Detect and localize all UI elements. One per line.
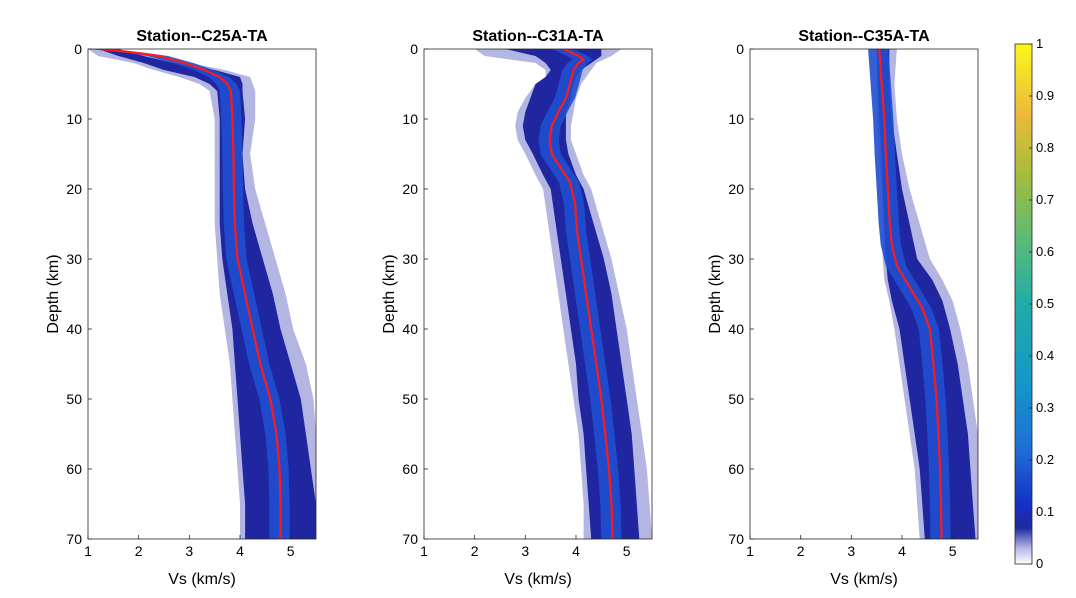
x-tick-label: 1 (746, 543, 754, 559)
x-tick-label: 4 (898, 543, 906, 559)
x-tick-label: 2 (797, 543, 805, 559)
y-tick-label: 50 (728, 391, 744, 407)
x-ticks: 1 2 3 4 5 (420, 535, 631, 559)
colorbar-tick-label: 0.6 (1036, 244, 1054, 259)
x-tick-label: 4 (572, 543, 580, 559)
x-axis-label: Vs (km/s) (830, 571, 898, 588)
y-tick-label: 10 (728, 111, 744, 127)
y-axis-label: Depth (km) (707, 254, 724, 333)
y-ticks: 0 10 20 30 40 50 60 70 (402, 41, 428, 547)
colorbar-tick-label: 0 (1036, 556, 1043, 571)
y-tick-label: 20 (728, 181, 744, 197)
panel-c35a: Station--C35A-TA Vs (km/s) Depth (km) 1 2… (707, 28, 979, 588)
x-tick-label: 1 (84, 543, 92, 559)
y-tick-label: 70 (728, 531, 744, 547)
density-core (868, 49, 951, 539)
colorbar-tick-label: 0.4 (1036, 348, 1054, 363)
panel-title: Station--C31A-TA (472, 28, 604, 45)
colorbar-tick-label: 0.7 (1036, 192, 1054, 207)
panel-title: Station--C25A-TA (136, 28, 268, 45)
y-tick-label: 30 (402, 251, 418, 267)
colorbar-tick-label: 0.1 (1036, 504, 1054, 519)
x-axis-label: Vs (km/s) (168, 571, 236, 588)
y-tick-label: 40 (728, 321, 744, 337)
plot-area (474, 49, 652, 539)
x-tick-label: 3 (185, 543, 193, 559)
y-tick-label: 20 (402, 181, 418, 197)
panel-title: Station--C35A-TA (798, 28, 930, 45)
y-tick-label: 30 (66, 251, 82, 267)
x-tick-label: 1 (420, 543, 428, 559)
x-tick-label: 3 (521, 543, 529, 559)
density-core (538, 49, 622, 539)
x-tick-label: 3 (847, 543, 855, 559)
y-tick-label: 10 (402, 111, 418, 127)
colorbar-tick-label: 1 (1036, 36, 1043, 51)
colorbar-ticks: 0 0.1 0.2 0.3 0.4 0.5 0.6 0.7 0.8 0.9 1 (1029, 36, 1054, 571)
density-core (89, 49, 290, 539)
x-ticks: 1 2 3 4 5 (746, 535, 957, 559)
y-ticks: 0 10 20 30 40 50 60 70 (728, 41, 754, 547)
mean-vs-line (100, 49, 282, 539)
colorbar: 0 0.1 0.2 0.3 0.4 0.5 0.6 0.7 0.8 0.9 1 (1014, 36, 1054, 571)
panel-c25a: Station--C25A-TA Vs (km/s) Depth (km) 1 2… (45, 28, 317, 588)
y-tick-label: 70 (66, 531, 82, 547)
colorbar-tick-label: 0.8 (1036, 140, 1054, 155)
x-tick-label: 4 (236, 543, 244, 559)
density-inner-band (876, 49, 976, 539)
axes-frame (87, 48, 317, 540)
axes-frame (423, 48, 653, 540)
mean-vs-line (878, 49, 943, 539)
axes-frame (749, 48, 979, 540)
y-tick-label: 0 (736, 41, 744, 57)
panel-c31a: Station--C31A-TA Vs (km/s) Depth (km) 1 2… (381, 28, 653, 588)
density-inner-band (98, 49, 316, 539)
y-tick-label: 60 (66, 461, 82, 477)
y-tick-label: 70 (402, 531, 418, 547)
x-tick-label: 2 (135, 543, 143, 559)
x-tick-label: 5 (623, 543, 631, 559)
x-ticks: 1 2 3 4 5 (84, 535, 295, 559)
y-axis-label: Depth (km) (45, 254, 62, 333)
y-tick-label: 0 (74, 41, 82, 57)
y-tick-label: 10 (66, 111, 82, 127)
plot-area (868, 49, 978, 539)
x-tick-label: 2 (471, 543, 479, 559)
plot-area (88, 49, 316, 539)
colorbar-tick-label: 0.5 (1036, 296, 1054, 311)
y-tick-label: 50 (66, 391, 82, 407)
x-tick-label: 5 (949, 543, 957, 559)
colorbar-tick-label: 0.3 (1036, 400, 1054, 415)
x-tick-label: 5 (287, 543, 295, 559)
y-tick-label: 40 (66, 321, 82, 337)
mean-vs-line (548, 49, 614, 539)
colorbar-tick-label: 0.9 (1036, 88, 1054, 103)
y-axis-label: Depth (km) (381, 254, 398, 333)
y-tick-label: 60 (402, 461, 418, 477)
y-tick-label: 30 (728, 251, 744, 267)
colorbar-tick-label: 0.2 (1036, 452, 1054, 467)
density-inner-band (505, 49, 640, 539)
y-tick-label: 60 (728, 461, 744, 477)
y-tick-label: 20 (66, 181, 82, 197)
y-tick-label: 40 (402, 321, 418, 337)
y-tick-label: 0 (410, 41, 418, 57)
y-ticks: 0 10 20 30 40 50 60 70 (66, 41, 92, 547)
x-axis-label: Vs (km/s) (504, 571, 572, 588)
y-tick-label: 50 (402, 391, 418, 407)
